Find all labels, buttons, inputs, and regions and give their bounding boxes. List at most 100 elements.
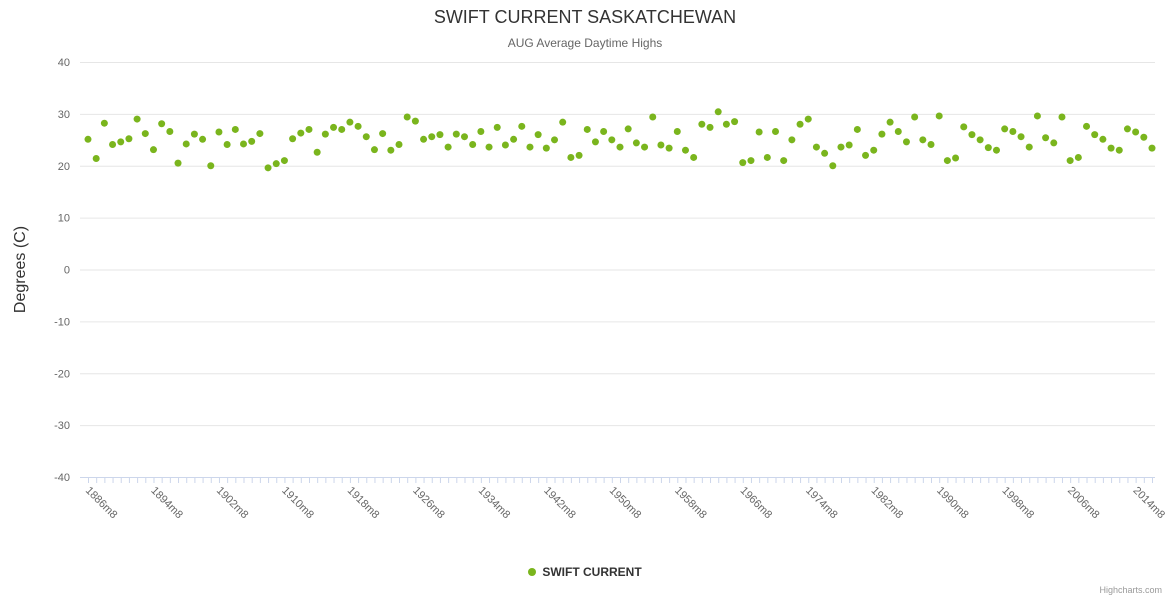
data-point[interactable] bbox=[1140, 133, 1148, 141]
data-point[interactable] bbox=[403, 113, 411, 121]
data-point[interactable] bbox=[796, 120, 804, 128]
data-point[interactable] bbox=[1132, 128, 1140, 136]
data-point[interactable] bbox=[886, 118, 894, 126]
data-point[interactable] bbox=[477, 128, 485, 136]
data-point[interactable] bbox=[199, 135, 207, 143]
data-point[interactable] bbox=[346, 118, 354, 126]
credits-link[interactable]: Highcharts.com bbox=[1099, 585, 1162, 595]
data-point[interactable] bbox=[935, 112, 943, 120]
data-point[interactable] bbox=[763, 153, 771, 161]
data-point[interactable] bbox=[1009, 128, 1017, 136]
data-point[interactable] bbox=[976, 136, 984, 144]
data-point[interactable] bbox=[420, 135, 428, 143]
data-point[interactable] bbox=[460, 133, 468, 141]
data-point[interactable] bbox=[559, 118, 567, 126]
data-point[interactable] bbox=[1123, 125, 1131, 133]
data-point[interactable] bbox=[354, 122, 362, 130]
data-point[interactable] bbox=[788, 136, 796, 144]
data-point[interactable] bbox=[772, 128, 780, 136]
data-point[interactable] bbox=[370, 146, 378, 154]
data-point[interactable] bbox=[117, 138, 125, 146]
data-point[interactable] bbox=[632, 139, 640, 147]
data-point[interactable] bbox=[845, 141, 853, 149]
data-point[interactable] bbox=[862, 151, 870, 159]
data-point[interactable] bbox=[264, 164, 272, 172]
data-point[interactable] bbox=[1042, 134, 1050, 142]
data-point[interactable] bbox=[321, 130, 329, 138]
data-point[interactable] bbox=[1001, 125, 1009, 133]
data-point[interactable] bbox=[313, 148, 321, 156]
data-point[interactable] bbox=[1148, 144, 1156, 152]
data-point[interactable] bbox=[665, 144, 673, 152]
data-point[interactable] bbox=[387, 146, 395, 154]
data-point[interactable] bbox=[706, 123, 714, 131]
data-point[interactable] bbox=[305, 125, 313, 133]
data-point[interactable] bbox=[894, 128, 902, 136]
data-point[interactable] bbox=[223, 140, 231, 148]
data-point[interactable] bbox=[526, 143, 534, 151]
data-point[interactable] bbox=[510, 135, 518, 143]
data-point[interactable] bbox=[92, 154, 100, 162]
data-point[interactable] bbox=[501, 141, 509, 149]
data-point[interactable] bbox=[100, 119, 108, 127]
data-point[interactable] bbox=[215, 128, 223, 136]
data-point[interactable] bbox=[952, 154, 960, 162]
data-point[interactable] bbox=[1074, 153, 1082, 161]
data-point[interactable] bbox=[542, 144, 550, 152]
data-point[interactable] bbox=[902, 138, 910, 146]
data-point[interactable] bbox=[256, 130, 264, 138]
data-point[interactable] bbox=[1107, 144, 1115, 152]
data-point[interactable] bbox=[272, 160, 280, 168]
data-point[interactable] bbox=[289, 135, 297, 143]
data-point[interactable] bbox=[1058, 113, 1066, 121]
data-point[interactable] bbox=[109, 140, 117, 148]
data-point[interactable] bbox=[681, 146, 689, 154]
data-point[interactable] bbox=[878, 130, 886, 138]
data-point[interactable] bbox=[624, 125, 632, 133]
data-point[interactable] bbox=[297, 129, 305, 137]
data-point[interactable] bbox=[518, 122, 526, 130]
data-point[interactable] bbox=[641, 143, 649, 151]
data-point[interactable] bbox=[231, 125, 239, 133]
data-point[interactable] bbox=[1050, 139, 1058, 147]
legend-item-swift-current[interactable]: SWIFT CURRENT bbox=[528, 565, 642, 579]
data-point[interactable] bbox=[190, 130, 198, 138]
data-point[interactable] bbox=[240, 140, 248, 148]
data-point[interactable] bbox=[690, 153, 698, 161]
data-point[interactable] bbox=[1033, 112, 1041, 120]
data-point[interactable] bbox=[125, 135, 133, 143]
data-point[interactable] bbox=[657, 141, 665, 149]
data-point[interactable] bbox=[747, 157, 755, 165]
data-point[interactable] bbox=[755, 128, 763, 136]
data-point[interactable] bbox=[1066, 157, 1074, 165]
data-point[interactable] bbox=[943, 157, 951, 165]
data-point[interactable] bbox=[379, 130, 387, 138]
data-point[interactable] bbox=[149, 146, 157, 154]
data-point[interactable] bbox=[158, 120, 166, 128]
data-point[interactable] bbox=[1091, 131, 1099, 139]
data-point[interactable] bbox=[1115, 146, 1123, 154]
data-point[interactable] bbox=[960, 123, 968, 131]
data-point[interactable] bbox=[248, 137, 256, 145]
data-point[interactable] bbox=[698, 120, 706, 128]
data-point[interactable] bbox=[207, 162, 215, 170]
data-point[interactable] bbox=[591, 138, 599, 146]
data-point[interactable] bbox=[616, 143, 624, 151]
data-point[interactable] bbox=[551, 136, 559, 144]
data-point[interactable] bbox=[182, 140, 190, 148]
data-point[interactable] bbox=[362, 133, 370, 141]
data-point[interactable] bbox=[469, 140, 477, 148]
data-point[interactable] bbox=[338, 125, 346, 133]
data-point[interactable] bbox=[1083, 122, 1091, 130]
data-point[interactable] bbox=[608, 136, 616, 144]
data-point[interactable] bbox=[853, 125, 861, 133]
data-point[interactable] bbox=[166, 128, 174, 136]
data-point[interactable] bbox=[870, 146, 878, 154]
data-point[interactable] bbox=[493, 123, 501, 131]
data-point[interactable] bbox=[436, 131, 444, 139]
data-point[interactable] bbox=[280, 157, 288, 165]
data-point[interactable] bbox=[583, 125, 591, 133]
data-point[interactable] bbox=[485, 143, 493, 151]
data-point[interactable] bbox=[919, 136, 927, 144]
data-point[interactable] bbox=[444, 143, 452, 151]
